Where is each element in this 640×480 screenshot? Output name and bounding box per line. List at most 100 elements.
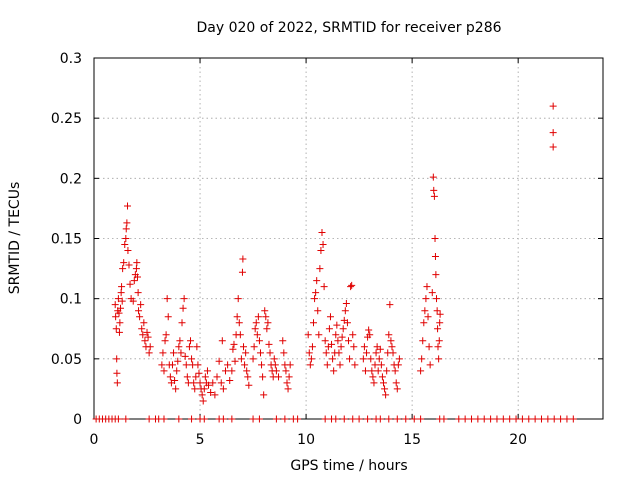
data-point <box>334 337 342 345</box>
data-point <box>182 361 190 369</box>
data-point <box>351 361 359 369</box>
data-point <box>251 325 259 333</box>
x-tick-label: 15 <box>403 432 421 448</box>
data-point <box>350 343 358 351</box>
data-point <box>193 343 201 351</box>
data-point <box>364 415 372 423</box>
data-point <box>280 349 288 357</box>
data-point <box>234 295 242 303</box>
data-point <box>338 333 346 341</box>
data-point <box>138 325 146 333</box>
data-point <box>265 340 273 348</box>
data-point <box>162 331 170 339</box>
data-point <box>144 333 152 341</box>
data-point <box>249 355 257 363</box>
data-point <box>378 373 386 381</box>
data-point <box>366 331 374 339</box>
data-point <box>349 415 357 423</box>
data-point <box>113 379 121 387</box>
data-point <box>241 361 249 369</box>
data-point <box>199 397 207 405</box>
data-point <box>345 337 352 345</box>
data-point <box>537 415 545 423</box>
data-point <box>325 325 333 333</box>
data-point <box>201 373 209 381</box>
data-point <box>461 415 469 423</box>
data-point <box>115 309 123 317</box>
data-point <box>363 349 371 357</box>
data-point <box>426 361 434 369</box>
data-point <box>375 355 383 363</box>
data-point <box>173 367 181 375</box>
data-point <box>339 325 347 333</box>
data-point <box>506 415 514 423</box>
data-point <box>124 247 132 255</box>
data-point <box>140 319 148 327</box>
data-point <box>487 415 495 423</box>
data-point <box>410 415 418 423</box>
data-point <box>372 349 380 357</box>
data-point <box>166 373 174 381</box>
data-point <box>174 357 182 365</box>
data-point <box>111 301 119 309</box>
data-point <box>393 385 401 393</box>
data-point <box>369 373 377 381</box>
data-point <box>134 289 142 297</box>
grid <box>94 58 603 419</box>
data-point <box>122 225 130 233</box>
data-point <box>226 376 234 384</box>
data-point <box>321 337 329 345</box>
data-point <box>424 313 432 321</box>
data-point <box>279 337 287 345</box>
data-point <box>355 415 363 423</box>
data-point <box>386 301 394 309</box>
data-point <box>550 415 558 423</box>
data-point <box>190 379 198 387</box>
data-point <box>119 265 127 273</box>
data-point <box>178 319 186 327</box>
data-point <box>436 319 444 327</box>
data-point <box>417 367 425 375</box>
data-point <box>113 355 121 363</box>
y-tick-label: 0.25 <box>51 111 82 127</box>
data-point <box>219 415 227 423</box>
data-point <box>429 173 437 181</box>
data-point <box>230 340 238 348</box>
data-point <box>145 415 153 423</box>
data-point <box>171 376 179 384</box>
data-point <box>341 307 349 315</box>
data-point <box>146 343 154 351</box>
data-point <box>133 259 141 267</box>
data-point <box>198 391 206 399</box>
y-tick-label: 0.2 <box>60 171 82 187</box>
y-tick-label: 0.15 <box>51 232 82 248</box>
data-point <box>394 361 402 369</box>
data-point <box>425 343 433 351</box>
data-point <box>342 299 350 307</box>
data-point <box>186 337 194 345</box>
data-point <box>121 241 129 249</box>
data-point <box>260 391 268 399</box>
data-point <box>319 241 327 249</box>
data-point <box>255 337 263 345</box>
data-point <box>340 415 348 423</box>
data-point <box>255 415 263 423</box>
data-point <box>371 361 379 369</box>
data-point <box>512 415 520 423</box>
data-point <box>318 228 326 236</box>
data-point <box>261 307 269 315</box>
data-point <box>231 357 239 365</box>
data-point <box>423 283 431 291</box>
data-point <box>188 415 196 423</box>
data-point <box>211 391 219 399</box>
data-point <box>402 415 410 423</box>
data-point <box>236 331 244 339</box>
data-point <box>114 295 122 303</box>
data-point <box>195 369 203 377</box>
data-point <box>304 331 312 339</box>
data-point <box>126 280 134 288</box>
data-point <box>239 255 247 263</box>
data-point <box>428 289 436 297</box>
data-point <box>307 355 315 363</box>
data-point <box>203 367 211 375</box>
